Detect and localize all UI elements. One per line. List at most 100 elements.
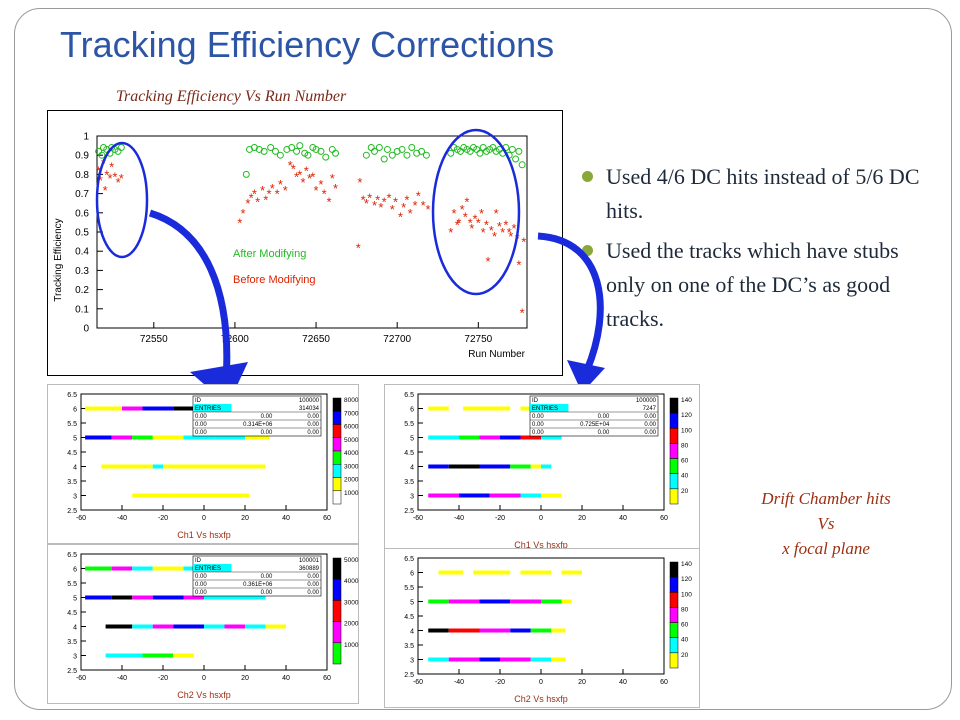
stats-cell: 0.00 bbox=[532, 414, 544, 420]
histo-band-segment bbox=[520, 435, 541, 440]
color-scale-label: 20 bbox=[681, 652, 689, 659]
color-scale-cell bbox=[332, 477, 342, 491]
color-scale-label: 40 bbox=[681, 473, 689, 480]
stats-cell: 0.00 bbox=[532, 422, 544, 428]
point-before: * bbox=[425, 202, 430, 217]
y-tick-label: 0 bbox=[83, 324, 89, 335]
point-after bbox=[383, 145, 391, 153]
histo-band-segment bbox=[173, 653, 194, 658]
point-after bbox=[267, 144, 275, 152]
point-before: * bbox=[372, 198, 377, 213]
histo-y-tick-label: 4 bbox=[73, 625, 77, 632]
histo-y-tick-label: 3 bbox=[410, 658, 414, 665]
histo-band-segment bbox=[428, 599, 449, 604]
histogram-border bbox=[384, 548, 700, 708]
histo-band-segment bbox=[142, 406, 174, 411]
color-scale-cell bbox=[332, 424, 342, 438]
point-after bbox=[304, 151, 312, 159]
stats-cell: 0.00 bbox=[307, 430, 319, 436]
histo-y-tick-label: 2.5 bbox=[404, 508, 414, 515]
histo-y-tick-label: 4.5 bbox=[404, 614, 414, 621]
histogram-ch1-left: 2.5 3 3.5 4 4.5 5 5.5 6 6.5 -60 -40 -20 0 20 40 60 8000 7… bbox=[47, 384, 359, 544]
histo-x-tick-label: -60 bbox=[413, 679, 423, 686]
point-after bbox=[317, 147, 325, 155]
histo-band-segment bbox=[111, 435, 133, 440]
color-scale-label: 120 bbox=[681, 576, 692, 583]
histo-band-segment bbox=[132, 566, 153, 571]
point-before: * bbox=[107, 171, 112, 186]
color-scale-label: 60 bbox=[681, 622, 689, 629]
point-before: * bbox=[448, 225, 453, 240]
color-scale-label: 1000 bbox=[344, 490, 359, 497]
histo-band-segment bbox=[245, 595, 266, 600]
point-after bbox=[271, 147, 279, 155]
stats-cell: 0.00 bbox=[195, 582, 207, 588]
color-scale-label: 80 bbox=[681, 442, 689, 449]
efficiency-scatter-plot: Tracking Efficiency Run Number After Mod… bbox=[47, 110, 563, 376]
x-tick-label: 72750 bbox=[464, 334, 492, 345]
histo-band-segment bbox=[152, 566, 184, 571]
stats-cell: 0.00 bbox=[195, 430, 207, 436]
point-after bbox=[476, 149, 484, 157]
histo-band-segment bbox=[541, 493, 562, 498]
point-before: * bbox=[119, 171, 124, 186]
stats-cell: 0.00 bbox=[307, 590, 319, 596]
histo-band-segment bbox=[479, 435, 500, 440]
point-before: * bbox=[288, 158, 293, 173]
histo-band-segment bbox=[142, 653, 174, 658]
color-scale-label: 5000 bbox=[344, 437, 359, 444]
color-scale-label: 140 bbox=[681, 561, 692, 568]
point-after bbox=[422, 151, 430, 159]
histo-y-tick-label: 2.5 bbox=[67, 508, 77, 515]
stats-id-value: 100000 bbox=[636, 398, 657, 404]
histo-band-segment bbox=[152, 595, 184, 600]
color-scale-label: 1000 bbox=[344, 642, 359, 649]
stats-cell: 0.00 bbox=[261, 430, 273, 436]
histo-band-segment bbox=[428, 493, 459, 498]
histo-x-tick-label: 40 bbox=[282, 675, 290, 682]
histo-y-tick-label: 5 bbox=[73, 436, 77, 443]
histo-band-segment bbox=[448, 657, 480, 662]
histo-band-segment bbox=[428, 406, 449, 411]
histo-band-segment bbox=[428, 435, 459, 440]
point-before: * bbox=[314, 183, 319, 198]
stats-cell: 0.00 bbox=[307, 574, 319, 580]
point-after bbox=[276, 151, 284, 159]
point-before: * bbox=[497, 219, 502, 234]
stats-id-value: 100000 bbox=[299, 398, 320, 404]
histo-band-segment bbox=[132, 624, 153, 629]
histo-y-tick-label: 3.5 bbox=[404, 643, 414, 650]
stats-entries-highlight bbox=[530, 404, 569, 412]
side-caption-line: Vs bbox=[817, 514, 835, 533]
stats-cell: 0.00 bbox=[195, 414, 207, 420]
histo-y-tick-label: 3.5 bbox=[404, 479, 414, 486]
point-after bbox=[512, 155, 520, 163]
stats-cell: 0.00 bbox=[261, 414, 273, 420]
point-before: * bbox=[98, 173, 103, 188]
histogram-caption: Ch1 Vs hsxfp bbox=[177, 530, 231, 540]
histo-x-tick-label: 0 bbox=[539, 515, 543, 522]
color-scale-label: 5000 bbox=[344, 557, 359, 564]
point-before: * bbox=[307, 171, 312, 186]
arrow-left-head-icon bbox=[190, 362, 248, 405]
histo-band-segment bbox=[204, 595, 225, 600]
histo-x-tick-label: 40 bbox=[619, 515, 627, 522]
x-tick-label: 72550 bbox=[140, 334, 168, 345]
point-before: * bbox=[361, 192, 366, 207]
point-before: * bbox=[294, 169, 299, 184]
color-scale-cell bbox=[669, 443, 679, 459]
y-tick-label: 0.1 bbox=[75, 304, 89, 315]
histo-y-tick-label: 2.5 bbox=[404, 672, 414, 679]
point-before: * bbox=[301, 175, 306, 190]
histo-x-tick-label: -40 bbox=[117, 675, 127, 682]
color-scale-cell bbox=[669, 473, 679, 490]
histo-band-segment bbox=[520, 570, 552, 575]
stats-cell: 0.725E+04 bbox=[580, 422, 610, 428]
histo-band-segment bbox=[510, 599, 541, 604]
point-before: * bbox=[489, 223, 494, 238]
color-scale-cell bbox=[332, 557, 342, 580]
point-after bbox=[515, 147, 523, 155]
histo-y-tick-label: 6 bbox=[73, 407, 77, 414]
point-before: * bbox=[275, 187, 280, 202]
